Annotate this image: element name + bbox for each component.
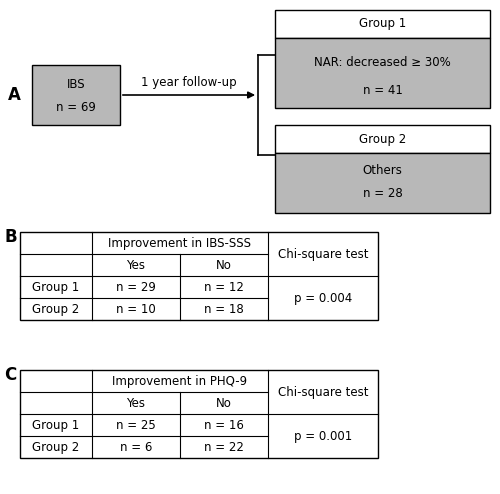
Text: IBS: IBS	[66, 79, 86, 91]
Bar	[20, 232, 378, 320]
Text: p = 0.001: p = 0.001	[294, 429, 352, 443]
Bar	[275, 125, 490, 153]
Text: Improvement in IBS-SSS: Improvement in IBS-SSS	[108, 237, 252, 249]
Text: n = 10: n = 10	[116, 302, 156, 316]
Text: n = 12: n = 12	[204, 281, 244, 293]
Bar	[275, 153, 490, 213]
Bar	[275, 10, 490, 38]
Text: Chi-square test: Chi-square test	[278, 385, 368, 399]
Text: Others: Others	[362, 164, 403, 176]
Bar	[32, 65, 120, 125]
Bar	[20, 370, 378, 458]
Text: n = 29: n = 29	[116, 281, 156, 293]
Text: n = 25: n = 25	[116, 418, 156, 431]
Text: Group 1: Group 1	[359, 17, 406, 31]
Text: B: B	[4, 228, 16, 246]
Text: A: A	[8, 86, 21, 104]
Text: No: No	[216, 397, 232, 410]
Text: C: C	[4, 366, 16, 384]
Text: n = 28: n = 28	[362, 187, 403, 200]
Text: n = 22: n = 22	[204, 441, 244, 453]
Text: n = 16: n = 16	[204, 418, 244, 431]
Text: Chi-square test: Chi-square test	[278, 247, 368, 260]
Text: Yes: Yes	[126, 258, 146, 272]
Text: 1 year follow-up: 1 year follow-up	[141, 76, 237, 89]
Text: Group 1: Group 1	[32, 281, 80, 293]
Text: n = 69: n = 69	[56, 100, 96, 114]
Text: n = 18: n = 18	[204, 302, 244, 316]
Text: n = 41: n = 41	[362, 83, 403, 96]
Text: NAR: decreased ≥ 30%: NAR: decreased ≥ 30%	[314, 55, 451, 69]
Text: Group 2: Group 2	[359, 132, 406, 146]
Text: n = 6: n = 6	[120, 441, 152, 453]
Text: Group 1: Group 1	[32, 418, 80, 431]
Text: No: No	[216, 258, 232, 272]
Text: Group 2: Group 2	[32, 302, 80, 316]
Text: Group 2: Group 2	[32, 441, 80, 453]
Text: p = 0.004: p = 0.004	[294, 291, 352, 304]
Bar	[275, 38, 490, 108]
Text: Yes: Yes	[126, 397, 146, 410]
Text: Improvement in PHQ-9: Improvement in PHQ-9	[112, 374, 248, 387]
